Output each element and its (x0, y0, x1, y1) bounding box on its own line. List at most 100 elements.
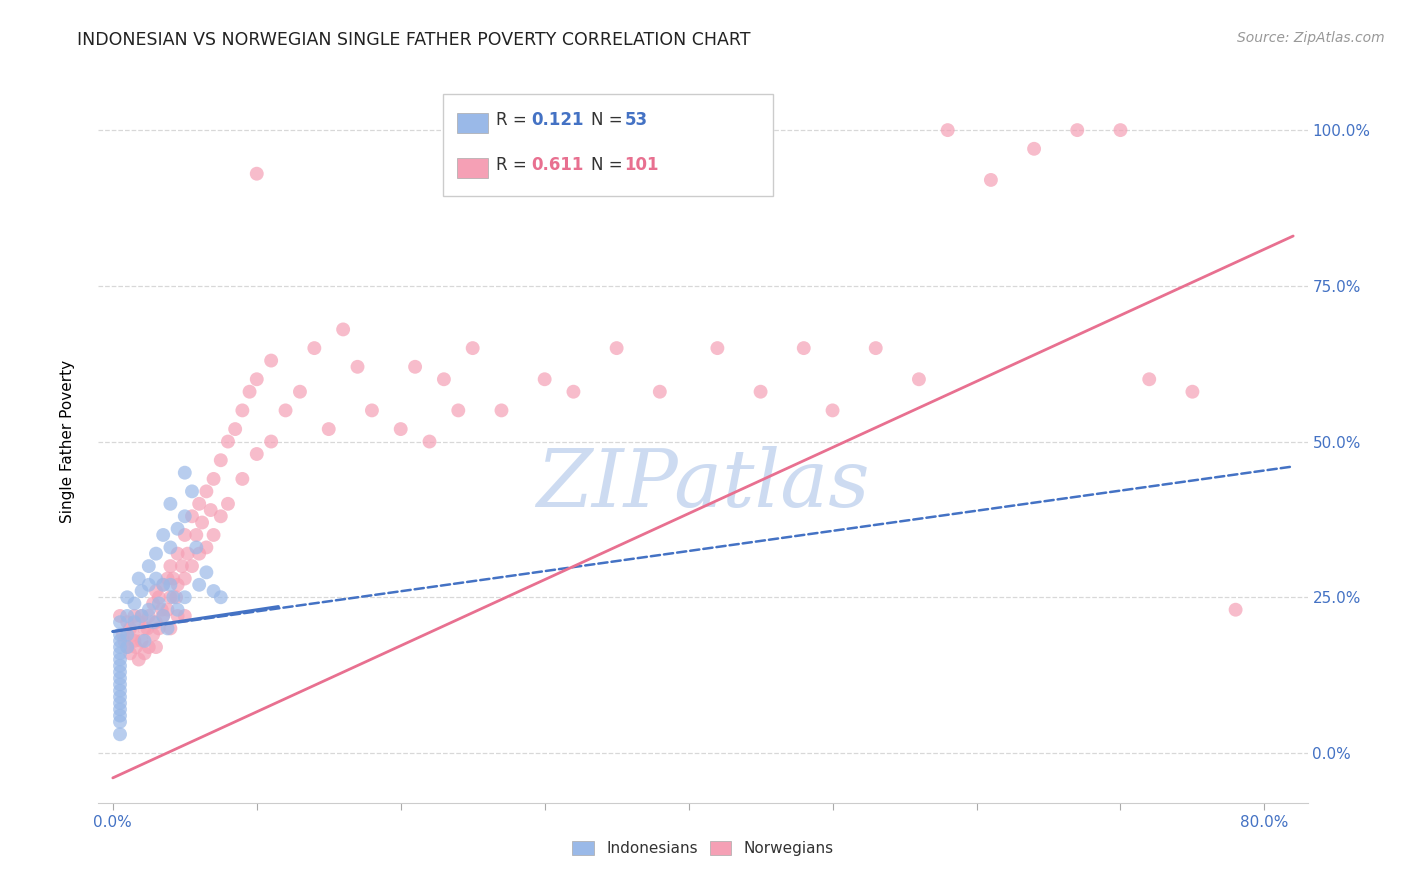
Point (145, 584, 167, 599)
Point (124, 615, 146, 630)
Point (128, 572, 150, 586)
Point (108, 627, 131, 641)
Point (176, 547, 198, 561)
Point (108, 615, 131, 630)
Point (145, 547, 167, 561)
Point (115, 591, 138, 605)
Point (150, 603, 173, 617)
Point (908, 372, 931, 386)
Point (606, 341, 628, 355)
Point (108, 677, 131, 691)
Point (159, 541, 181, 555)
Point (156, 572, 179, 586)
Point (749, 384, 772, 399)
Point (108, 609, 131, 624)
Point (404, 359, 426, 374)
Point (332, 322, 354, 336)
Point (195, 541, 218, 555)
Point (142, 627, 165, 641)
Point (491, 403, 513, 417)
Point (108, 665, 131, 679)
Point (418, 434, 440, 449)
Point (433, 372, 456, 386)
Point (166, 547, 188, 561)
Point (186, 528, 208, 542)
Point (706, 341, 728, 355)
Point (173, 528, 195, 542)
Point (191, 516, 214, 530)
Point (152, 578, 174, 592)
Point (115, 609, 138, 624)
Point (124, 597, 146, 611)
Point (181, 559, 204, 574)
Point (1137, 372, 1160, 386)
Point (148, 591, 170, 605)
Point (152, 609, 174, 624)
Point (288, 384, 311, 399)
Point (108, 658, 131, 673)
Point (562, 384, 585, 399)
Point (865, 341, 887, 355)
Point (108, 727, 131, 741)
Point (166, 603, 188, 617)
Point (170, 559, 193, 574)
Point (120, 621, 142, 635)
Point (936, 123, 959, 137)
Point (115, 640, 138, 654)
Point (108, 633, 131, 648)
Point (134, 621, 156, 635)
Point (346, 359, 368, 374)
Point (159, 591, 181, 605)
Point (108, 646, 131, 660)
Point (108, 690, 131, 704)
Text: INDONESIAN VS NORWEGIAN SINGLE FATHER POVERTY CORRELATION CHART: INDONESIAN VS NORWEGIAN SINGLE FATHER PO… (77, 31, 751, 49)
Point (134, 633, 156, 648)
Point (166, 578, 188, 592)
Point (980, 173, 1002, 187)
Point (304, 341, 326, 355)
Point (173, 509, 195, 524)
Point (108, 714, 131, 729)
Point (195, 566, 218, 580)
Point (142, 597, 165, 611)
Point (246, 447, 269, 461)
Point (224, 422, 246, 436)
Point (159, 559, 181, 574)
Point (447, 403, 470, 417)
Point (131, 584, 153, 599)
Point (125, 640, 148, 654)
Point (159, 497, 181, 511)
Point (138, 609, 160, 624)
Point (821, 403, 844, 417)
Point (793, 341, 815, 355)
Point (209, 509, 232, 524)
Point (148, 621, 170, 635)
Point (152, 609, 174, 624)
Point (124, 609, 146, 624)
Text: ZIPatlas: ZIPatlas (536, 446, 870, 524)
Point (1225, 603, 1247, 617)
Point (246, 167, 269, 181)
Point (648, 384, 671, 399)
Point (260, 353, 283, 368)
Point (188, 547, 211, 561)
Text: 0.611: 0.611 (531, 156, 583, 174)
Point (246, 372, 269, 386)
Point (209, 453, 232, 467)
Point (162, 572, 184, 586)
Point (128, 615, 150, 630)
Point (108, 696, 131, 710)
Point (181, 484, 204, 499)
Point (142, 615, 165, 630)
Point (202, 528, 225, 542)
Point (173, 591, 195, 605)
Point (186, 541, 208, 555)
Point (1181, 384, 1204, 399)
Point (145, 615, 167, 630)
Point (231, 403, 253, 417)
Point (159, 621, 181, 635)
Legend: Indonesians, Norwegians: Indonesians, Norwegians (565, 833, 841, 863)
Point (166, 522, 188, 536)
Point (122, 627, 145, 641)
Text: Source: ZipAtlas.com: Source: ZipAtlas.com (1237, 31, 1385, 45)
